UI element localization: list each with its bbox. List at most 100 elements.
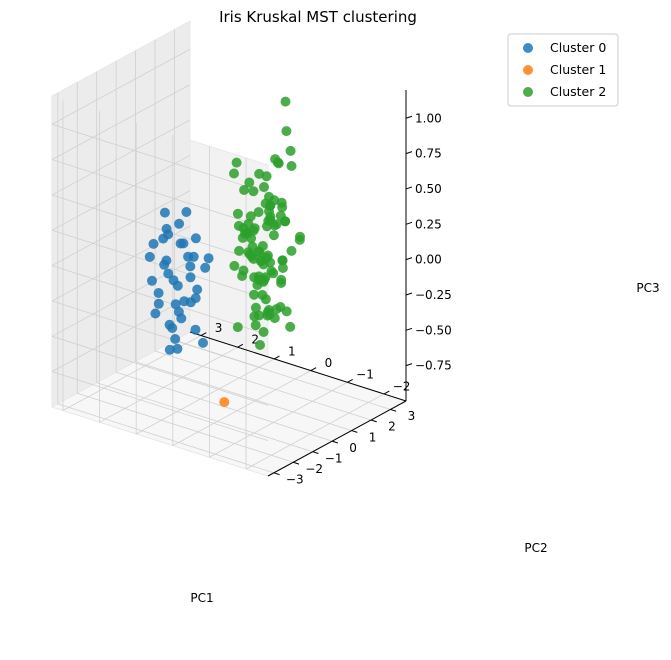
scatter-point-cluster-2 xyxy=(260,198,271,209)
axis-ticks: −3−2−10123−2−10123−0.75−0.50−0.250.000.2… xyxy=(200,111,452,487)
gridline-x-floor xyxy=(77,392,294,463)
scatter-point-cluster-2 xyxy=(269,313,280,324)
legend-label-cluster-1: Cluster 1 xyxy=(550,62,606,77)
scatter-point-cluster-2 xyxy=(232,208,243,219)
scatter-point-cluster-2 xyxy=(245,211,256,222)
scatter-point-cluster-2 xyxy=(285,321,296,332)
scatter-point-cluster-2 xyxy=(248,225,259,236)
scatter-point-cluster-0 xyxy=(200,262,211,273)
scatter-point-cluster-0 xyxy=(190,324,201,335)
gridline-x-floor xyxy=(135,361,352,431)
scatter-point-cluster-2 xyxy=(239,185,250,195)
scatter-point-cluster-0 xyxy=(168,275,179,286)
z-axis-label: PC3 xyxy=(636,281,659,295)
gridline-z-back xyxy=(51,84,191,160)
z-tick-label: −0.50 xyxy=(415,323,452,337)
scatter-point-cluster-2 xyxy=(237,232,248,243)
scatter-point-cluster-0 xyxy=(188,251,199,262)
scatter-point-cluster-0 xyxy=(185,261,196,272)
gridline-x-floor xyxy=(154,350,372,421)
x-axis-label: PC1 xyxy=(190,591,213,605)
scatter-point-cluster-2 xyxy=(231,157,242,168)
gridline-y-floor xyxy=(172,370,312,446)
scatter-point-cluster-2 xyxy=(275,210,286,221)
z-tick xyxy=(405,151,413,155)
scatter-point-cluster-0 xyxy=(164,319,175,330)
scatter-point-cluster-0 xyxy=(175,238,186,249)
gridline-z-left xyxy=(51,194,269,265)
x-axis-line xyxy=(267,400,407,477)
y-tick xyxy=(273,355,280,360)
scatter-point-cluster-2 xyxy=(233,220,244,231)
scatter-point-cluster-2 xyxy=(229,168,239,179)
scatter-point-cluster-2 xyxy=(255,340,265,350)
x-tick-label: −2 xyxy=(305,462,323,476)
x-tick-label: −3 xyxy=(286,473,304,487)
z-tick xyxy=(405,257,413,261)
scatter-point-cluster-0 xyxy=(170,334,181,344)
data-points xyxy=(144,96,305,408)
z-tick-label: 0.50 xyxy=(415,182,442,196)
scatter-point-cluster-0 xyxy=(147,275,157,286)
x-tick xyxy=(293,461,300,465)
scatter-point-cluster-0 xyxy=(179,296,190,307)
scatter-point-cluster-0 xyxy=(153,288,164,298)
x-tick xyxy=(273,472,280,476)
x-tick-label: −1 xyxy=(325,451,343,465)
scatter-point-cluster-0 xyxy=(192,284,203,295)
legend-frame xyxy=(507,33,619,107)
scatter-point-cluster-2 xyxy=(254,310,265,321)
scatter-point-cluster-2 xyxy=(277,263,288,273)
y-tick-label: 3 xyxy=(215,321,223,335)
scatter-point-cluster-2 xyxy=(268,268,279,279)
scatter-point-cluster-2 xyxy=(275,302,286,312)
scatter-point-cluster-2 xyxy=(259,274,270,285)
x-tick xyxy=(331,440,339,444)
scatter-point-cluster-0 xyxy=(185,272,196,283)
y-tick xyxy=(383,390,390,395)
scatter-point-cluster-2 xyxy=(268,230,279,241)
scatter-point-cluster-2 xyxy=(257,290,268,300)
scatter-point-cluster-2 xyxy=(261,171,272,182)
scatter-point-cluster-2 xyxy=(265,257,276,268)
gridline-y-floor xyxy=(245,393,385,470)
scatter-point-cluster-0 xyxy=(164,344,175,355)
scatter-point-cluster-2 xyxy=(249,289,259,300)
y-tick xyxy=(200,332,207,336)
scatter-point-cluster-2 xyxy=(285,145,296,156)
y-tick-label: −1 xyxy=(356,368,374,382)
gridline-x-floor xyxy=(96,382,313,453)
legend: Cluster 0 Cluster 1 Cluster 2 xyxy=(507,33,619,107)
axis-lines xyxy=(189,90,407,477)
scatter-point-cluster-0 xyxy=(159,207,170,218)
y-axis-label: PC2 xyxy=(524,541,547,555)
z-tick xyxy=(405,221,413,225)
z-tick-label: 1.00 xyxy=(415,111,442,125)
scatter-point-cluster-2 xyxy=(258,327,269,337)
z-tick-label: −0.75 xyxy=(415,359,452,373)
scatter-point-cluster-0 xyxy=(144,251,155,262)
scatter-point-cluster-2 xyxy=(257,241,268,251)
scatter-point-cluster-0 xyxy=(150,308,161,319)
legend-label-cluster-0: Cluster 0 xyxy=(550,40,606,55)
gridline-z-back xyxy=(51,296,191,373)
x-tick-label: 0 xyxy=(349,441,357,455)
scatter-point-cluster-0 xyxy=(159,259,170,270)
scatter-point-cluster-2 xyxy=(281,126,292,137)
y-tick-label: −2 xyxy=(393,379,411,393)
gridline-z-left xyxy=(51,159,269,229)
x-tick xyxy=(370,419,377,423)
legend-marker-cluster-2 xyxy=(523,87,533,97)
scatter-point-cluster-0 xyxy=(153,298,164,309)
z-tick-label: 0.75 xyxy=(415,147,442,161)
axes-panes xyxy=(50,20,408,477)
legend-marker-cluster-1 xyxy=(523,65,533,75)
scatter-point-cluster-2 xyxy=(250,320,261,331)
gridline-y-floor xyxy=(136,358,275,435)
z-tick-label: 0.25 xyxy=(415,217,442,231)
scatter-point-cluster-2 xyxy=(244,177,255,188)
z-tick xyxy=(405,186,413,190)
gridline-y-floor xyxy=(209,381,348,458)
scatter-point-cluster-2 xyxy=(280,96,291,107)
